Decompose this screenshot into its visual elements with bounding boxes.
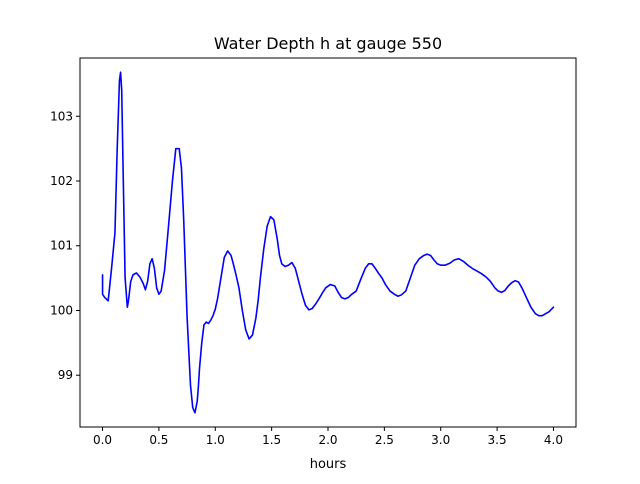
chart-title: Water Depth h at gauge 550 xyxy=(214,34,442,53)
x-tick-label: 2.0 xyxy=(318,433,337,447)
x-tick-label: 2.5 xyxy=(375,433,394,447)
x-tick-label: 0.5 xyxy=(149,433,168,447)
x-tick-label: 3.0 xyxy=(431,433,450,447)
series-line-0 xyxy=(101,71,555,414)
plot-area: 0.0 0.5 1.0 1.5 2.0 2.5 3.0 3.5 4.0 99 100 101 102 10… xyxy=(50,57,577,447)
x-axis-label: hours xyxy=(310,457,347,472)
y-tick-label: 99 xyxy=(58,368,73,382)
y-tick-label: 100 xyxy=(50,303,73,317)
x-tick-label: 1.0 xyxy=(206,433,225,447)
x-tick-label: 4.0 xyxy=(544,433,563,447)
y-tick-label: 103 xyxy=(50,109,73,123)
x-tick-label: 3.5 xyxy=(488,433,507,447)
y-tick-label: 102 xyxy=(50,174,73,188)
x-tick-label: 0.0 xyxy=(93,433,112,447)
x-tick-label: 1.5 xyxy=(262,433,281,447)
y-tick-label: 101 xyxy=(50,239,73,253)
